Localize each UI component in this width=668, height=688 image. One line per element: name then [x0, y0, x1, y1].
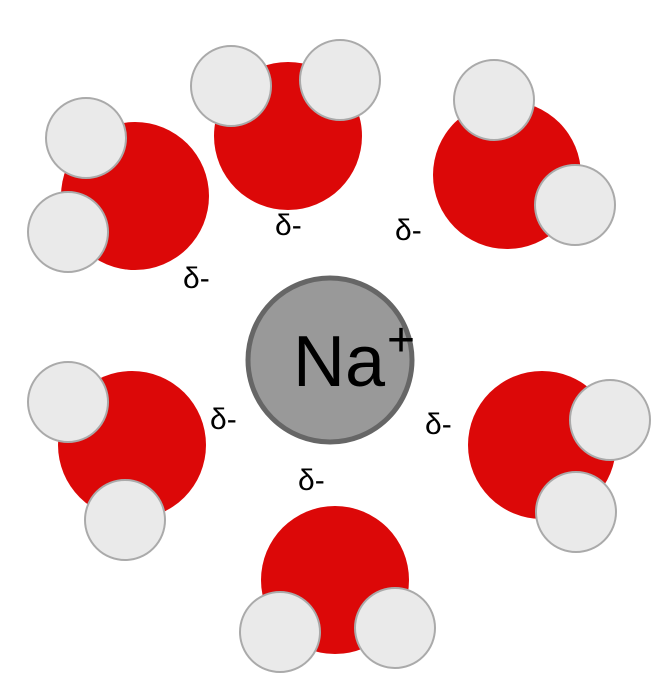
ion-label-charge: +	[387, 314, 415, 367]
hydrogen-atom	[355, 588, 435, 668]
hydrogen-atom	[191, 46, 271, 126]
water-molecule	[468, 371, 650, 552]
water-molecule	[240, 506, 435, 672]
ion-label-base: Na	[293, 322, 386, 402]
delta-minus-label: δ-	[183, 262, 210, 295]
hydrogen-atom	[536, 472, 616, 552]
hydrogen-atom	[570, 380, 650, 460]
water-molecule	[28, 98, 209, 272]
hydrogen-atom	[454, 60, 534, 140]
delta-minus-label: δ-	[395, 214, 422, 247]
delta-minus-label: δ-	[298, 464, 325, 497]
hydrogen-atom	[46, 98, 126, 178]
hydrogen-atom	[240, 592, 320, 672]
hydrogen-atom	[300, 40, 380, 120]
delta-minus-label: δ-	[210, 403, 237, 436]
hydrogen-atom	[28, 192, 108, 272]
hydrogen-atom	[28, 362, 108, 442]
solvation-diagram: δ-δ-δ-δ-δ-δ- Na+	[0, 0, 668, 688]
water-molecule	[433, 60, 615, 249]
water-molecule	[191, 40, 380, 210]
delta-minus-label: δ-	[275, 209, 302, 242]
hydrogen-atom	[535, 165, 615, 245]
water-molecule	[28, 362, 206, 560]
hydrogen-atom	[85, 480, 165, 560]
delta-minus-label: δ-	[425, 408, 452, 441]
